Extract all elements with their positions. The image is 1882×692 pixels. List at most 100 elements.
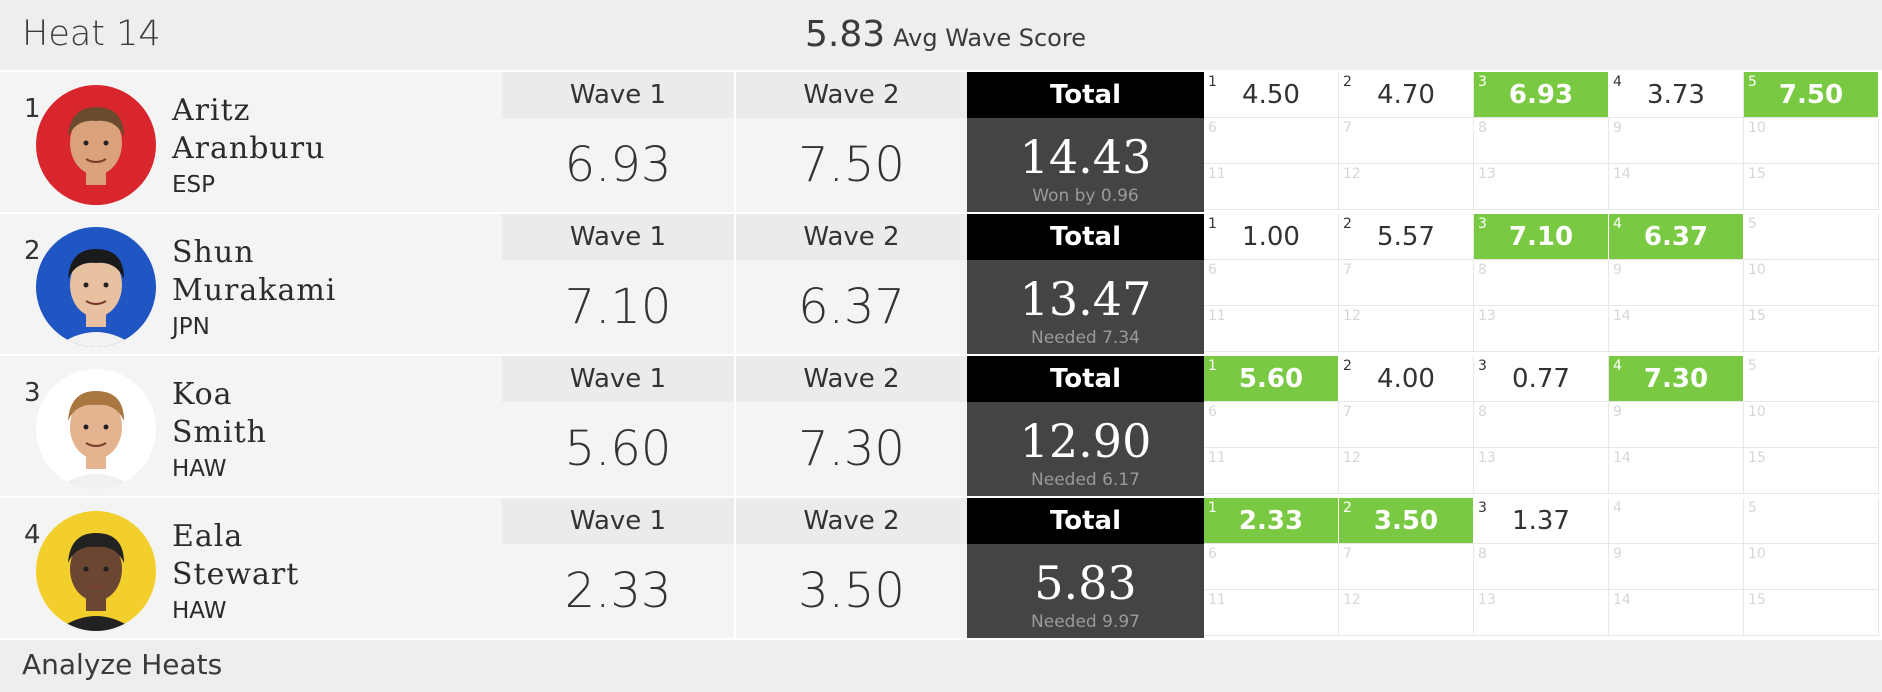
wave-cell[interactable]: 8 <box>1474 260 1609 306</box>
wave-number: 5 <box>1748 358 1757 374</box>
wave-cell[interactable]: 8 <box>1474 544 1609 590</box>
wave-cell[interactable]: 13 <box>1474 164 1609 210</box>
column-divider <box>734 214 736 354</box>
surfer-first-name: Koa <box>172 377 233 412</box>
total-score: 5.83 <box>1034 556 1137 610</box>
surfer-country: ESP <box>172 172 216 198</box>
wave-number: 6 <box>1208 404 1217 420</box>
wave-1-column: Wave 1 5.60 <box>502 356 734 496</box>
analyze-heats-link[interactable]: Analyze Heats <box>22 648 223 681</box>
wave-cell[interactable]: 15 <box>1744 306 1879 352</box>
wave-cell[interactable]: 1 5.60 <box>1204 356 1339 402</box>
wave-score: 3.50 <box>1373 506 1439 536</box>
wave-cell[interactable]: 14 <box>1609 306 1744 352</box>
wave-cell[interactable]: 6 <box>1204 118 1339 164</box>
wave-cell[interactable]: 6 <box>1204 402 1339 448</box>
wave-cell[interactable]: 3 7.10 <box>1474 214 1609 260</box>
surfer-last-name: Stewart <box>172 557 300 592</box>
wave-number: 12 <box>1343 592 1361 608</box>
wave-cell[interactable]: 11 <box>1204 306 1339 352</box>
wave-number: 9 <box>1613 262 1622 278</box>
wave-cell[interactable]: 10 <box>1744 402 1879 448</box>
surfer-name[interactable]: Shun Murakami <box>172 234 336 310</box>
wave-cell[interactable]: 14 <box>1609 164 1744 210</box>
wave-cell[interactable]: 6 <box>1204 544 1339 590</box>
wave-cell[interactable]: 15 <box>1744 164 1879 210</box>
wave-cell[interactable]: 5 <box>1744 214 1879 260</box>
wave-cell[interactable]: 11 <box>1204 590 1339 636</box>
wave-cell[interactable]: 4 6.37 <box>1609 214 1744 260</box>
wave-cell[interactable]: 4 3.73 <box>1609 72 1744 118</box>
wave-number: 10 <box>1748 262 1766 278</box>
surfer-name[interactable]: Eala Stewart <box>172 518 299 594</box>
surfer-country: JPN <box>172 314 210 340</box>
wave-cell[interactable]: 3 1.37 <box>1474 498 1609 544</box>
surfer-info: 4 Eala Stewart HAW <box>0 498 502 638</box>
surfer-name[interactable]: Aritz Aranburu <box>172 92 325 168</box>
wave-cell[interactable]: 2 5.57 <box>1339 214 1474 260</box>
wave-cell[interactable]: 5 <box>1744 498 1879 544</box>
wave-cell[interactable]: 2 3.50 <box>1339 498 1474 544</box>
surfer-name[interactable]: Koa Smith <box>172 376 267 452</box>
wave-score: 7.10 <box>1508 222 1574 252</box>
wave-cell[interactable]: 10 <box>1744 544 1879 590</box>
surfer-country: HAW <box>172 598 227 624</box>
wave-cell[interactable]: 15 <box>1744 448 1879 494</box>
wave-cell[interactable]: 9 <box>1609 402 1744 448</box>
wave-number: 9 <box>1613 546 1622 562</box>
wave-score: 2.33 <box>1238 506 1304 536</box>
wave-number: 9 <box>1613 120 1622 136</box>
wave-cell[interactable]: 14 <box>1609 590 1744 636</box>
surfer-rank: 4 <box>24 520 41 550</box>
wave-1-column: Wave 1 2.33 <box>502 498 734 638</box>
wave-cell[interactable]: 12 <box>1339 590 1474 636</box>
wave-number: 12 <box>1343 308 1361 324</box>
wave-cell[interactable]: 3 0.77 <box>1474 356 1609 402</box>
wave-number: 3 <box>1478 358 1487 374</box>
wave-cell[interactable]: 2 4.00 <box>1339 356 1474 402</box>
wave-cell[interactable]: 3 6.93 <box>1474 72 1609 118</box>
total-subtext: Needed 9.97 <box>1031 612 1140 632</box>
wave-cell[interactable]: 4 <box>1609 498 1744 544</box>
wave-cell[interactable]: 15 <box>1744 590 1879 636</box>
wave-cell[interactable]: 9 <box>1609 118 1744 164</box>
wave-cell[interactable]: 13 <box>1474 590 1609 636</box>
wave-cell[interactable]: 1 1.00 <box>1204 214 1339 260</box>
wave-1-score: 5.60 <box>564 421 672 477</box>
wave-cell[interactable]: 1 2.33 <box>1204 498 1339 544</box>
heat-header: Heat 14 5.83 Avg Wave Score <box>0 0 1882 70</box>
wave-2-score: 3.50 <box>798 563 905 619</box>
wave-cell[interactable]: 12 <box>1339 306 1474 352</box>
wave-cell[interactable]: 6 <box>1204 260 1339 306</box>
surfer-rank: 2 <box>24 236 41 266</box>
surfer-avatar <box>36 85 156 205</box>
total-header: Total <box>967 72 1204 118</box>
total-score: 13.47 <box>1019 272 1152 326</box>
wave-cell[interactable]: 14 <box>1609 448 1744 494</box>
wave-cell[interactable]: 1 4.50 <box>1204 72 1339 118</box>
wave-number: 9 <box>1613 404 1622 420</box>
wave-cell[interactable]: 9 <box>1609 260 1744 306</box>
wave-cell[interactable]: 9 <box>1609 544 1744 590</box>
wave-number: 13 <box>1478 166 1496 182</box>
wave-cell[interactable]: 5 7.50 <box>1744 72 1879 118</box>
analyze-heats-bar[interactable]: Analyze Heats <box>0 640 1882 692</box>
wave-cell[interactable]: 10 <box>1744 260 1879 306</box>
wave-cell[interactable]: 5 <box>1744 356 1879 402</box>
wave-cell[interactable]: 7 <box>1339 544 1474 590</box>
wave-number: 11 <box>1208 308 1226 324</box>
wave-cell[interactable]: 13 <box>1474 448 1609 494</box>
wave-cell[interactable]: 7 <box>1339 260 1474 306</box>
wave-cell[interactable]: 2 4.70 <box>1339 72 1474 118</box>
wave-cell[interactable]: 10 <box>1744 118 1879 164</box>
wave-cell[interactable]: 7 <box>1339 118 1474 164</box>
wave-cell[interactable]: 13 <box>1474 306 1609 352</box>
wave-cell[interactable]: 11 <box>1204 164 1339 210</box>
wave-cell[interactable]: 12 <box>1339 164 1474 210</box>
wave-cell[interactable]: 4 7.30 <box>1609 356 1744 402</box>
wave-cell[interactable]: 11 <box>1204 448 1339 494</box>
wave-cell[interactable]: 7 <box>1339 402 1474 448</box>
wave-cell[interactable]: 12 <box>1339 448 1474 494</box>
wave-cell[interactable]: 8 <box>1474 402 1609 448</box>
wave-cell[interactable]: 8 <box>1474 118 1609 164</box>
